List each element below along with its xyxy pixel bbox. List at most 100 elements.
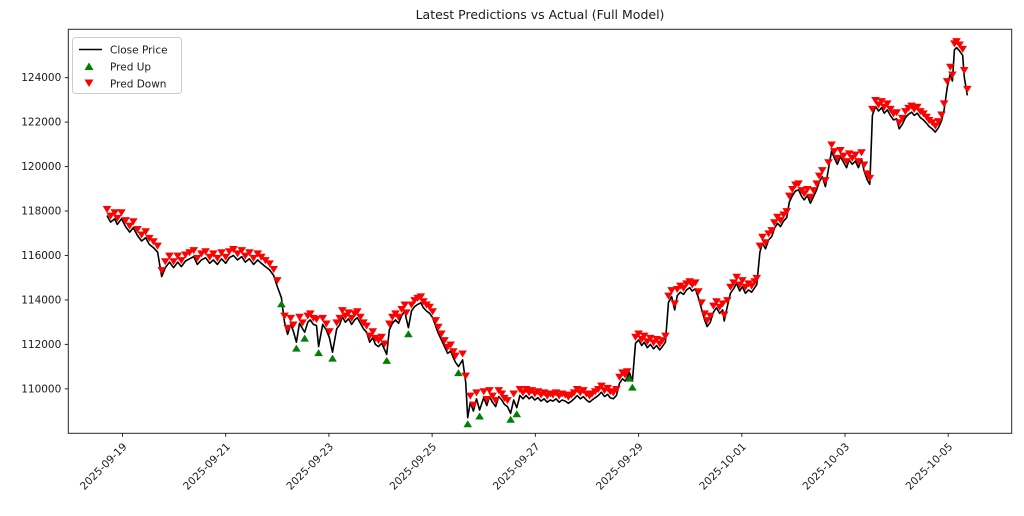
pred-down-marker xyxy=(752,274,762,282)
pred-down-marker xyxy=(394,313,403,321)
pred-down-marker xyxy=(958,45,967,53)
pred-down-marker xyxy=(479,388,489,396)
pred-down-marker xyxy=(718,300,727,308)
x-tick-label: 2025-09-23 xyxy=(284,441,336,493)
pred-down-marker xyxy=(767,227,777,235)
pred-down-marker xyxy=(782,208,791,216)
pred-down-marker xyxy=(356,313,365,321)
pred-up-marker xyxy=(463,420,473,428)
pred-down-marker xyxy=(365,332,374,340)
pred-down-marker xyxy=(959,67,969,75)
pred-down-marker xyxy=(451,352,460,360)
pred-down-marker xyxy=(416,293,426,301)
pred-down-marker xyxy=(646,334,655,342)
y-tick-label: 118000 xyxy=(21,206,61,218)
pred-down-marker xyxy=(461,372,470,380)
pred-down-marker xyxy=(712,298,721,306)
pred-down-marker xyxy=(407,301,416,309)
pred-down-marker xyxy=(229,245,238,253)
pred-down-marker xyxy=(868,105,877,113)
pred-up-marker xyxy=(382,356,392,364)
pred-up-marker xyxy=(454,369,463,377)
pred-down-marker xyxy=(110,209,120,217)
pred-down-marker xyxy=(658,337,667,345)
triangle-down-icon xyxy=(84,79,94,87)
pred-down-marker xyxy=(458,350,467,358)
pred-down-marker xyxy=(667,287,676,295)
pred-down-marker xyxy=(347,314,356,322)
pred-down-marker xyxy=(448,348,458,356)
pred-down-marker xyxy=(883,100,892,108)
pred-down-marker xyxy=(245,249,254,257)
pred-down-marker xyxy=(189,247,199,255)
pred-up-marker xyxy=(628,383,637,391)
pred-down-marker xyxy=(286,314,296,322)
pred-down-marker xyxy=(177,257,186,265)
pred-down-marker xyxy=(821,177,830,185)
pred-down-marker xyxy=(353,308,362,316)
pred-down-marker xyxy=(892,109,901,117)
pred-down-marker xyxy=(634,330,643,338)
pred-down-marker xyxy=(770,219,779,227)
pred-down-marker xyxy=(726,283,735,291)
pred-down-marker xyxy=(827,141,836,149)
pred-down-marker xyxy=(193,254,202,262)
pred-down-marker xyxy=(425,303,434,311)
triangle-up-icon xyxy=(84,62,94,70)
pred-down-marker xyxy=(121,217,130,225)
pred-down-marker xyxy=(102,205,112,213)
pred-down-marker xyxy=(755,242,765,250)
x-tick-label: 2025-10-01 xyxy=(697,441,749,493)
pred-down-marker xyxy=(509,390,518,398)
pred-down-marker xyxy=(758,233,767,241)
pred-down-marker xyxy=(709,302,718,310)
pred-down-marker xyxy=(209,250,218,258)
pred-down-marker xyxy=(221,253,231,261)
x-tick-label: 2025-09-25 xyxy=(388,441,440,493)
data-layer xyxy=(102,38,972,428)
pred-down-marker xyxy=(694,288,703,296)
pred-down-marker xyxy=(295,313,304,321)
pred-down-marker xyxy=(788,185,797,193)
x-tick-label: 2025-10-05 xyxy=(904,441,956,493)
pred-down-marker xyxy=(871,97,880,105)
pred-down-marker xyxy=(169,258,178,266)
pred-up-marker xyxy=(512,410,522,418)
pred-down-marker xyxy=(945,63,955,71)
pred-down-marker xyxy=(325,328,334,336)
pred-down-marker xyxy=(886,105,895,113)
pred-down-marker xyxy=(706,312,715,320)
pred-down-marker xyxy=(117,209,126,217)
pred-down-marker xyxy=(661,332,670,340)
pred-down-marker xyxy=(397,305,406,313)
pred-down-marker xyxy=(431,317,441,325)
y-tick-label: 112000 xyxy=(21,339,61,351)
pred-down-marker xyxy=(181,251,190,259)
pred-down-marker xyxy=(839,152,848,160)
y-tick-label: 120000 xyxy=(21,161,61,173)
pred-down-marker xyxy=(338,307,347,315)
pred-down-marker xyxy=(298,319,307,327)
pred-down-marker xyxy=(761,239,770,247)
pred-down-marker xyxy=(794,180,803,188)
pred-down-marker xyxy=(437,330,446,338)
pred-down-marker xyxy=(948,71,957,79)
pred-down-marker xyxy=(912,103,922,111)
pred-down-marker xyxy=(106,212,115,220)
pred-down-marker xyxy=(799,190,809,198)
pred-down-marker xyxy=(812,180,821,188)
pred-down-marker xyxy=(400,301,410,309)
pred-down-marker xyxy=(129,218,138,226)
pred-down-marker xyxy=(466,392,475,400)
pred-down-marker xyxy=(472,389,481,397)
pred-down-marker xyxy=(201,248,210,256)
pred-up-marker xyxy=(506,415,515,423)
pred-up-marker xyxy=(300,334,309,342)
pred-down-marker xyxy=(149,238,158,246)
pred-down-marker xyxy=(723,297,732,305)
pred-down-marker xyxy=(854,158,863,166)
pred-down-marker xyxy=(776,217,785,225)
pred-down-marker xyxy=(249,254,258,262)
